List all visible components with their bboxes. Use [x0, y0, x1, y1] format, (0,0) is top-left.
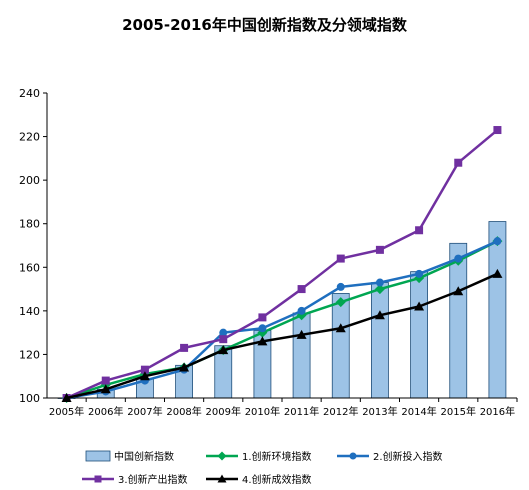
x-tick-label-0: 2005年 — [49, 405, 84, 418]
series-3-point-11 — [493, 126, 502, 135]
legend-label-2: 2.创新投入指数 — [373, 450, 443, 463]
series-2-point-5 — [258, 324, 267, 333]
x-tick-label-6: 2011年 — [284, 405, 319, 418]
series-3-point-5 — [258, 313, 267, 322]
series-3-point-4 — [219, 335, 228, 344]
legend-marker-4 — [217, 474, 227, 483]
series-4-point-10 — [453, 286, 464, 296]
legend-label-bar: 中国创新指数 — [114, 450, 174, 463]
series-line-4 — [66, 272, 498, 400]
series-4-point-9 — [414, 301, 425, 311]
series-2-point-8 — [375, 278, 384, 287]
x-tick-label-8: 2013年 — [362, 405, 397, 418]
x-tick-label-1: 2006年 — [88, 405, 123, 418]
x-tick-label-3: 2008年 — [166, 405, 201, 418]
legend-label-4: 4.创新成效指数 — [242, 473, 312, 486]
x-tick-label-5: 2010年 — [245, 405, 280, 418]
series-4-point-4 — [218, 345, 229, 355]
line-series — [61, 126, 503, 403]
legend-marker-2 — [349, 452, 357, 460]
series-3-point-9 — [415, 226, 424, 235]
y-tick-label-1: 120 — [19, 348, 40, 361]
legend-bar-swatch — [85, 450, 111, 462]
series-4-point-3 — [179, 362, 190, 372]
bar-10 — [449, 242, 468, 399]
series-line-2 — [66, 240, 498, 400]
series-2-point-11 — [493, 237, 502, 246]
series-line-3 — [66, 129, 499, 400]
series-3-point-2 — [140, 365, 149, 374]
y-tick-label-5: 200 — [19, 174, 40, 187]
y-tick-label-2: 140 — [19, 305, 40, 318]
series-4-point-1 — [100, 384, 111, 394]
series-2-point-7 — [336, 282, 345, 291]
bar-series — [57, 221, 507, 399]
legend-label-3: 3.创新产出指数 — [118, 473, 188, 486]
y-tick-label-7: 240 — [19, 87, 40, 100]
series-3-point-3 — [180, 343, 189, 352]
series-4-point-8 — [374, 310, 385, 320]
series-2-point-10 — [454, 254, 463, 263]
bar-9 — [410, 271, 428, 399]
x-tick-label-7: 2012年 — [323, 405, 358, 418]
series-3-point-6 — [297, 285, 306, 294]
series-4-point-2 — [139, 371, 150, 381]
series-2-point-4 — [219, 328, 228, 337]
series-3-point-7 — [336, 254, 345, 263]
series-3-point-10 — [454, 158, 463, 167]
y-tick-label-4: 180 — [19, 218, 40, 231]
x-tick-label-2: 2007年 — [127, 405, 162, 418]
series-4-point-0 — [61, 393, 72, 402]
bar-8 — [371, 282, 389, 399]
x-tick-label-11: 2016年 — [480, 405, 515, 418]
series-line-1 — [66, 240, 498, 400]
y-tick-label-3: 160 — [19, 261, 40, 274]
bar-11 — [488, 221, 507, 399]
legend-marker-3 — [94, 475, 102, 483]
x-tick-label-9: 2014年 — [401, 405, 436, 418]
chart-title: 2005-2016年中国创新指数及分领域指数 — [122, 16, 407, 34]
series-1-point-8 — [374, 284, 385, 295]
x-tick-label-10: 2015年 — [441, 405, 476, 418]
series-4-point-7 — [335, 323, 346, 333]
series-4-point-6 — [296, 329, 307, 339]
series-4-point-5 — [257, 336, 268, 346]
series-1-point-7 — [335, 297, 346, 308]
series-3-point-8 — [375, 245, 384, 254]
y-tick-label-0: 100 — [19, 392, 40, 405]
legend: 中国创新指数 1.创新环境指数 2.创新投入指数 3.创新产出指数 4.创新成效指数 — [82, 450, 443, 486]
series-2-point-9 — [415, 269, 424, 278]
legend-marker-1 — [217, 451, 227, 461]
series-4-point-11 — [492, 268, 503, 278]
series-2-point-6 — [297, 306, 306, 315]
x-tick-label-4: 2009年 — [206, 405, 241, 418]
bar-6 — [292, 312, 311, 399]
bar-7 — [331, 293, 350, 399]
series-3-point-1 — [101, 376, 110, 385]
y-tick-label-6: 220 — [19, 131, 40, 144]
legend-label-1: 1.创新环境指数 — [242, 450, 312, 463]
axes: 100 120 140 160 180 200 220 240 2005年 2006年 2007年 2… — [19, 87, 518, 418]
